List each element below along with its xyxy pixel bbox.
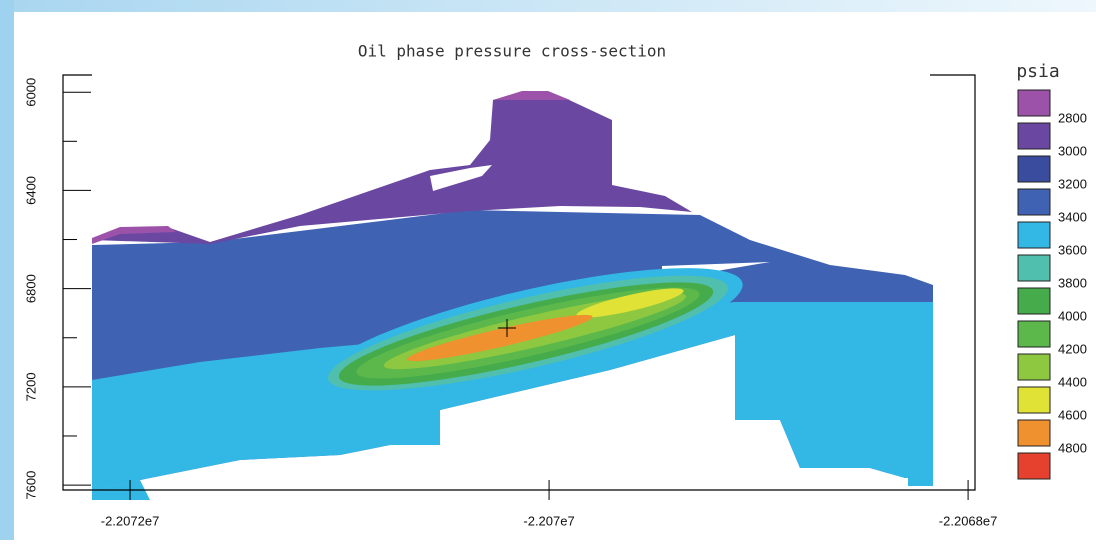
legend-swatch: [1017, 419, 1051, 447]
legend-title: psia: [1016, 61, 1059, 82]
legend-swatch: [1017, 254, 1051, 282]
legend-swatch: [1017, 188, 1051, 216]
y-tick-label: 6800: [23, 274, 38, 303]
legend-swatch: [1017, 155, 1051, 183]
legend-swatch: [1017, 452, 1051, 480]
contour-region: [92, 226, 176, 244]
legend-label: 3200: [1058, 176, 1087, 191]
legend-swatch: [1017, 386, 1051, 414]
legend-label: 4800: [1058, 440, 1087, 455]
legend-swatch: [1017, 320, 1051, 348]
legend-label: 3400: [1058, 209, 1087, 224]
y-tick-label: 6000: [23, 78, 38, 107]
legend-label: 4000: [1058, 308, 1087, 323]
y-tick-label: 7600: [23, 471, 38, 500]
x-tick-label: -2.207e7: [523, 513, 574, 528]
legend-swatch: [1017, 122, 1051, 150]
no-data-region: [430, 165, 492, 191]
legend-swatch: [1017, 287, 1051, 315]
legend-label: 4400: [1058, 374, 1087, 389]
contour-region: [407, 314, 593, 362]
legend-label: 3000: [1058, 143, 1087, 158]
chart-title: Oil phase pressure cross-section: [358, 42, 666, 61]
legend-label: 3800: [1058, 275, 1087, 290]
contour-region: [576, 288, 684, 318]
x-tick-label: -2.2072e7: [101, 513, 160, 528]
left-strip: [0, 0, 14, 540]
contour-region: [908, 476, 933, 486]
axes: 6000 6400 6800 7200 7600 -2.2072e7 -2.207e7 -2.…: [23, 74, 998, 528]
x-tick-label: -2.2068e7: [939, 513, 998, 528]
legend-swatch: [1017, 353, 1051, 381]
legend-label: 3600: [1058, 242, 1087, 257]
legend-label: 2800: [1058, 110, 1087, 125]
plot-area: [92, 91, 933, 500]
legend-swatch: [1017, 89, 1051, 117]
contour-region: [92, 302, 933, 490]
y-tick-label: 6400: [23, 176, 38, 205]
legend-label: 4600: [1058, 407, 1087, 422]
y-tick-label: 7200: [23, 372, 38, 401]
legend: 2800 3000 3200 3400 3600 3800 4000 4200 4400 4600…: [1017, 89, 1087, 480]
contour-region: [92, 92, 692, 244]
contour-region: [493, 91, 570, 100]
legend-label: 4200: [1058, 341, 1087, 356]
axis-frame: [62, 74, 976, 491]
legend-swatch: [1017, 221, 1051, 249]
top-strip: [0, 0, 1096, 12]
